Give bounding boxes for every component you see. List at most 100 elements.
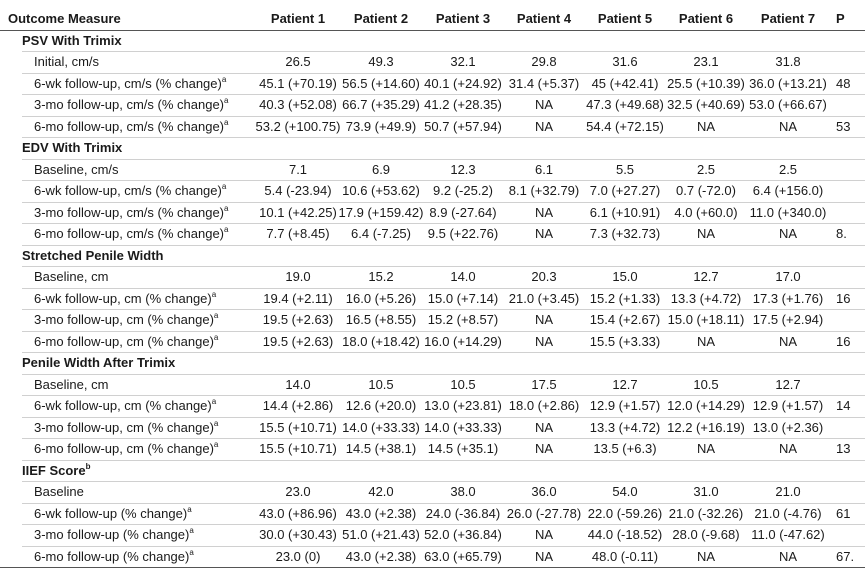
cell: 28.0 (-9.68) <box>672 527 740 542</box>
section-title-text: Penile Width After Trimix <box>22 355 176 370</box>
cell: 6.4 (+156.0) <box>752 183 824 198</box>
cell: 22.0 (-59.26) <box>587 505 663 521</box>
cell: NA <box>696 441 716 456</box>
cell: 14.0 (+33.33) <box>342 419 420 435</box>
footnote-marker: a <box>211 397 217 406</box>
row-label: 6-mo follow-up (% change)a <box>34 548 194 565</box>
footnote-marker: a <box>213 311 219 320</box>
row-label-text: 6-mo follow-up, cm/s (% change) <box>34 226 225 241</box>
cell: 12.7 <box>612 376 638 392</box>
cell: 14.0 (+33.33) <box>424 419 502 435</box>
row-label: Baseline, cm <box>34 269 108 285</box>
cell: 14 <box>836 398 851 413</box>
cell: 49.3 <box>368 54 394 69</box>
cell: 20.3 <box>531 269 557 284</box>
cell: 12.2 (+16.19) <box>667 419 745 435</box>
footnote-marker: a <box>224 117 229 127</box>
cell: 19.5 (+2.63) <box>262 333 334 349</box>
row-label-text: 3-mo follow-up, cm (% change) <box>34 419 214 435</box>
cell: 14.0 <box>450 269 476 284</box>
cell: 7.1 <box>288 161 308 177</box>
row-rule <box>22 502 865 504</box>
cell: 66.7 (+35.29) <box>342 97 420 112</box>
cell: 16.0 (+14.29) <box>424 333 502 349</box>
section-title-text: PSV With Trimix <box>22 32 122 48</box>
section-title: Penile Width After Trimix <box>22 355 175 371</box>
cell: NA <box>534 441 554 456</box>
cell: NA <box>534 419 554 435</box>
cell: 43.0 (+86.96) <box>259 505 337 521</box>
cell: 14.4 (+2.86) <box>262 398 334 413</box>
cell: NA <box>534 118 554 134</box>
cell: NA <box>778 548 798 564</box>
row-label: 6-mo follow-up, cm (% change)a <box>34 333 218 350</box>
cell: NA <box>534 97 554 112</box>
cell: 17.0 <box>775 269 801 284</box>
column-header: Patient 2 <box>353 11 409 26</box>
row-label-text: 6-wk follow-up, cm (% change) <box>34 290 212 306</box>
cell: 14.5 (+35.1) <box>427 441 499 456</box>
cell: 9.5 (+22.76) <box>427 226 499 241</box>
footnote-marker: a <box>224 96 229 105</box>
row-label-text: 6-mo follow-up, cm (% change) <box>34 333 214 349</box>
cell: 21.0 (+3.45) <box>508 290 580 306</box>
cell: 16 <box>836 333 851 349</box>
cell: NA <box>778 441 798 456</box>
row-label-text: 3-mo follow-up, cm (% change) <box>34 312 214 327</box>
cell: 2.5 <box>778 161 798 177</box>
cell: 13.0 (+23.81) <box>424 398 502 413</box>
cell: 52.0 (+36.84) <box>424 527 502 542</box>
cell: 5.5 <box>615 161 635 177</box>
cell: 5.4 (-23.94) <box>264 183 332 198</box>
row-rule <box>22 180 865 181</box>
cell: 15.5 (+3.33) <box>589 333 661 349</box>
footnote-marker: a <box>211 289 217 299</box>
row-rule <box>22 223 865 224</box>
cell: 6.1 <box>534 161 554 177</box>
cell: 23.0 <box>285 484 311 499</box>
cell: 41.2 (+28.35) <box>424 97 502 112</box>
row-rule <box>22 201 865 203</box>
cell: NA <box>778 226 798 241</box>
cell: 42.0 <box>368 484 394 499</box>
row-rule <box>22 330 865 332</box>
cell: 63.0 (+65.79) <box>424 548 502 564</box>
cell: 15.5 (+10.71) <box>259 419 337 435</box>
row-label-text: 6-mo follow-up (% change) <box>34 548 190 564</box>
row-rule <box>22 72 865 74</box>
footnote-marker: a <box>221 182 227 191</box>
footnote-marker: a <box>224 203 229 213</box>
cell: NA <box>696 226 716 241</box>
row-label: Initial, cm/s <box>34 54 99 70</box>
cell: 8. <box>836 226 847 241</box>
row-label: 6-mo follow-up, cm/s (% change)a <box>34 226 228 242</box>
cell: 31.4 (+5.37) <box>508 75 580 91</box>
cell: 54.4 (+72.15) <box>586 118 664 134</box>
cell: 23.0 (0) <box>275 548 321 564</box>
cell: 38.0 <box>450 484 476 499</box>
row-label-text: 6-wk follow-up (% change) <box>34 505 188 521</box>
cell: 43.0 (+2.38) <box>345 548 417 564</box>
row-label-text: 6-wk follow-up, cm/s (% change) <box>34 183 222 198</box>
cell: 43.0 (+2.38) <box>345 505 417 521</box>
row-rule <box>22 373 865 375</box>
cell: 16.0 (+5.26) <box>345 290 417 306</box>
cell: 36.0 <box>531 484 557 499</box>
cell: 8.9 (-27.64) <box>429 204 497 220</box>
row-label: 3-mo follow-up, cm/s (% change)a <box>34 203 229 221</box>
row-label: 6-wk follow-up, cm/s (% change)a <box>34 183 226 199</box>
cell: 26.5 <box>285 54 311 69</box>
cell: 19.4 (+2.11) <box>263 290 333 306</box>
cell: 15.0 <box>612 269 638 284</box>
cell: 17.9 (+159.42) <box>338 204 424 220</box>
cell: 17.3 (+1.76) <box>752 290 824 306</box>
footnote-marker: a <box>189 526 194 535</box>
row-label-text: 3-mo follow-up (% change) <box>34 527 190 542</box>
cell: 2.5 <box>696 161 716 177</box>
row-label-text: Baseline, cm/s <box>34 161 119 177</box>
row-label: 3-mo follow-up, cm (% change)a <box>34 312 218 328</box>
row-label: 3-mo follow-up, cm/s (% change)a <box>34 97 228 113</box>
section-title: Stretched Penile Width <box>22 248 163 264</box>
cell: 19.5 (+2.63) <box>262 312 334 327</box>
section-title-text: Stretched Penile Width <box>22 247 164 263</box>
